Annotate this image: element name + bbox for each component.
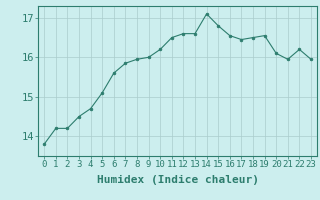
X-axis label: Humidex (Indice chaleur): Humidex (Indice chaleur) — [97, 175, 259, 185]
